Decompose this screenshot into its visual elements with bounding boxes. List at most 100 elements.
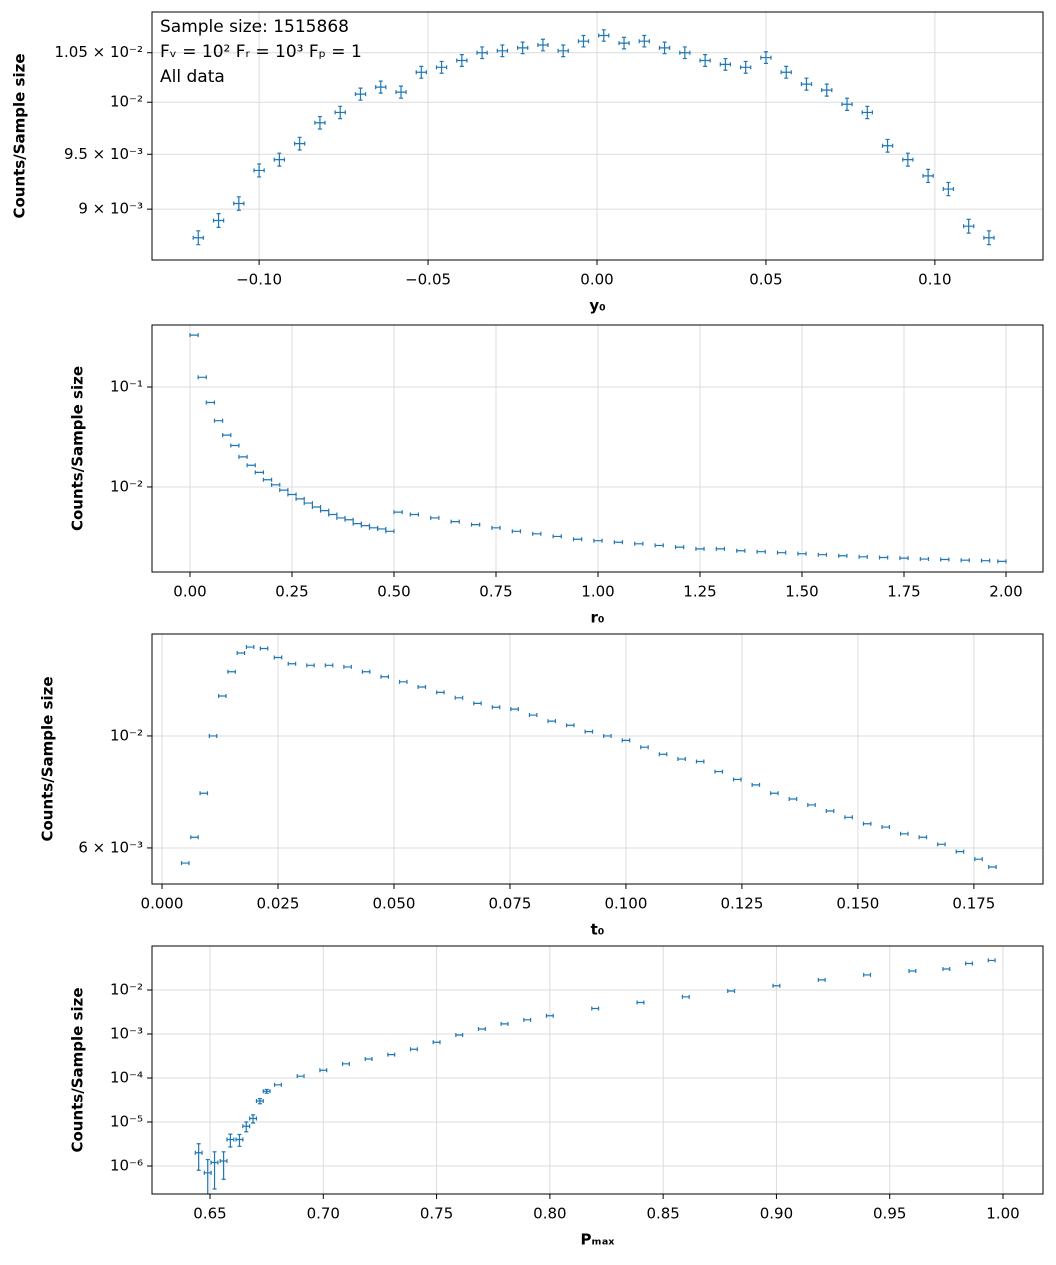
x-tick-label: 0.95 <box>873 1205 906 1223</box>
y-tick-label: 10⁻² <box>110 477 143 495</box>
x-error-bar <box>199 791 209 796</box>
x-error-bar <box>862 821 872 826</box>
x-tick-label: −0.05 <box>405 271 451 289</box>
x-error-bar <box>937 842 946 847</box>
x-error-bar <box>654 543 664 548</box>
x-error-bar <box>189 333 199 338</box>
x-tick-label: 0.025 <box>257 895 300 913</box>
x-error-bar <box>695 546 705 551</box>
x-error-bar <box>455 1032 464 1037</box>
x-error-bar <box>584 729 594 734</box>
y-error-bar <box>459 54 464 67</box>
x-error-bar <box>788 797 798 802</box>
y-error-bar <box>622 36 627 50</box>
x-error-bar <box>236 650 246 655</box>
y-tick-label: 10⁻⁵ <box>110 1112 143 1130</box>
x-error-bar <box>380 674 390 679</box>
x-tick-label: 0.125 <box>720 895 763 913</box>
x-tick-label: 1.25 <box>683 583 716 601</box>
x-error-bar <box>500 1021 509 1026</box>
x-error-bar <box>714 769 724 774</box>
x-error-bar <box>552 534 562 539</box>
x-error-bar <box>417 685 427 690</box>
y-error-bar <box>264 1088 269 1094</box>
series <box>189 333 1007 564</box>
y-error-bar <box>196 1143 201 1171</box>
y-tick-label: 10⁻¹ <box>110 377 143 395</box>
x-error-bar <box>197 375 207 380</box>
axes-frame <box>151 945 1044 1195</box>
x-error-bar <box>565 723 575 728</box>
x-error-bar <box>230 443 240 448</box>
x-error-bar <box>844 815 853 820</box>
x-error-bar <box>817 977 826 982</box>
y-error-bar <box>216 213 221 228</box>
y-axis-label: Counts/Sample size <box>69 366 87 531</box>
annotation: Sample size: 1515868 <box>160 17 349 37</box>
x-error-bar <box>545 1013 554 1018</box>
x-error-bar <box>324 663 334 668</box>
x-tick-label: 0.075 <box>488 895 531 913</box>
x-error-bar <box>311 505 322 510</box>
y-axis-label: Counts/Sample size <box>39 676 57 841</box>
y-error-bar <box>236 196 241 211</box>
x-tick-label: 0.70 <box>307 1205 340 1223</box>
x-tick-label: 0.90 <box>760 1205 793 1223</box>
y-error-bar <box>885 138 890 153</box>
x-error-bar <box>336 515 346 520</box>
x-error-bar <box>398 679 408 684</box>
y-error-bar <box>419 65 424 79</box>
y-error-bar <box>221 1151 226 1180</box>
x-error-bar <box>797 551 807 556</box>
x-error-bar <box>377 526 387 531</box>
x-error-bar <box>899 556 909 561</box>
x-tick-label: 0.75 <box>420 1205 453 1223</box>
x-error-bar <box>287 492 297 497</box>
x-error-bar <box>273 1082 282 1087</box>
x-error-bar <box>807 802 816 807</box>
x-tick-label: 1.75 <box>887 583 920 601</box>
x-error-bar <box>352 521 362 526</box>
x-error-bar <box>987 958 996 963</box>
y-error-bar <box>905 152 910 167</box>
x-error-bar <box>477 1026 486 1031</box>
x-tick-label: 1.00 <box>986 1205 1019 1223</box>
y-error-bar <box>642 34 647 48</box>
x-error-bar <box>222 433 232 438</box>
x-error-bar <box>295 496 305 501</box>
x-tick-label: 0.000 <box>141 895 184 913</box>
y-error-bar <box>703 54 708 67</box>
y-error-bar <box>540 38 545 52</box>
y-error-bar <box>561 44 566 58</box>
x-error-bar <box>899 831 909 836</box>
y-error-bar <box>196 230 201 246</box>
y-error-bar <box>358 87 363 101</box>
x-error-bar <box>732 777 742 782</box>
x-error-bar <box>393 510 403 515</box>
x-error-bar <box>306 663 315 668</box>
x-error-bar <box>361 669 371 674</box>
x-error-bar <box>385 529 395 534</box>
x-error-bar <box>591 1006 600 1011</box>
y-tick-label: 1.05 × 10⁻² <box>54 43 143 61</box>
x-tick-label: 1.00 <box>581 583 614 601</box>
x-error-bar <box>368 525 379 530</box>
x-error-bar <box>772 983 781 988</box>
annotation: Fᵥ = 10² Fᵣ = 10³ Fₚ = 1 <box>160 42 362 62</box>
x-error-bar <box>454 695 464 700</box>
y-error-bar <box>723 57 728 71</box>
y-error-bar <box>520 41 525 55</box>
x-error-bar <box>715 546 726 551</box>
x-error-bar <box>491 705 501 710</box>
x-error-bar <box>756 549 766 554</box>
x-axis-label: r₀ <box>591 609 605 627</box>
axes-frame <box>151 324 1044 573</box>
x-tick-label: 1.50 <box>785 583 818 601</box>
y-tick-label: 10⁻³ <box>110 1024 143 1042</box>
x-tick-label: 0.65 <box>193 1205 226 1223</box>
x-axis-label: t₀ <box>591 921 605 939</box>
x-error-bar <box>245 645 255 650</box>
x-tick-label: 2.00 <box>989 583 1022 601</box>
y-tick-label: 9 × 10⁻³ <box>78 200 143 218</box>
